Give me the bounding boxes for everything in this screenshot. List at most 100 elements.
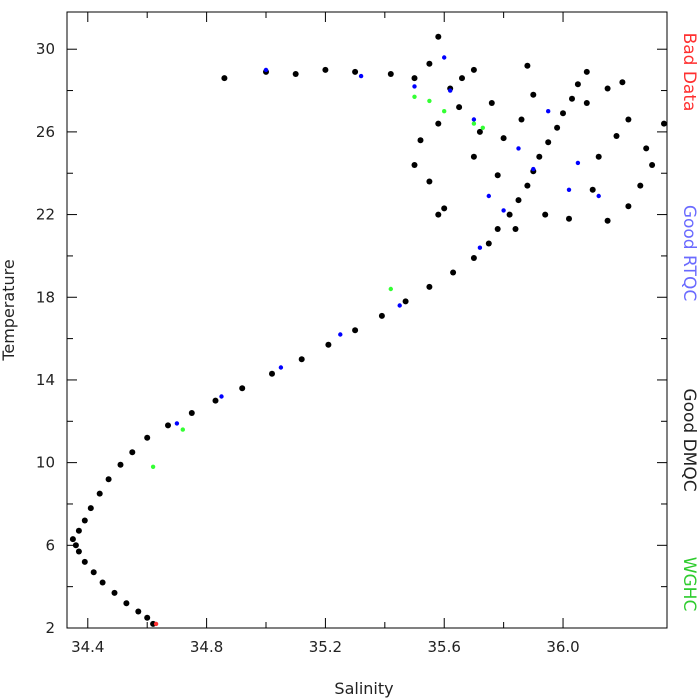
data-point [574, 81, 581, 88]
data-point [545, 139, 552, 146]
data-point [435, 33, 442, 40]
y-tick-label: 26 [36, 123, 55, 141]
data-point [188, 410, 195, 416]
data-point [174, 421, 180, 426]
y-tick-label: 10 [36, 454, 55, 472]
x-axis-title: Salinity [334, 679, 393, 698]
data-point [494, 172, 501, 179]
data-point [575, 160, 581, 166]
y-tick-label: 30 [36, 40, 55, 58]
data-point [427, 98, 432, 104]
data-point [129, 449, 136, 456]
data-point [589, 186, 596, 193]
legend-label: Good DMQC [679, 388, 699, 491]
data-point [488, 100, 495, 106]
data-point [411, 75, 418, 82]
data-point [566, 187, 572, 192]
data-point [512, 226, 519, 232]
data-point [470, 255, 477, 261]
y-tick-label: 2 [45, 619, 55, 637]
data-point [566, 215, 572, 222]
legend-label: WGHC [679, 557, 699, 612]
data-point [135, 608, 142, 615]
data-point [485, 240, 492, 247]
data-point [144, 614, 151, 621]
data-point [111, 589, 118, 596]
data-point [81, 558, 88, 565]
data-point [352, 68, 359, 75]
data-point [402, 298, 409, 305]
data-point [542, 211, 549, 218]
data-point [441, 205, 448, 212]
data-point [75, 548, 82, 555]
data-point [435, 120, 442, 127]
data-point [292, 71, 299, 77]
data-point [426, 178, 433, 185]
data-point [470, 153, 477, 160]
data-point [604, 217, 611, 224]
data-point [506, 211, 513, 218]
data-point [435, 211, 442, 218]
data-point [530, 91, 537, 98]
data-point [322, 66, 329, 73]
data-point [583, 68, 590, 75]
data-point [442, 55, 447, 60]
data-point [426, 60, 433, 67]
data-point [569, 95, 575, 102]
data-point [105, 476, 112, 483]
plot-frame [66, 11, 668, 629]
data-point [298, 356, 305, 363]
y-tick-label: 18 [36, 288, 55, 306]
data-point [144, 434, 151, 441]
data-point [518, 116, 525, 123]
data-point [117, 461, 124, 468]
data-point [81, 517, 88, 524]
data-point [637, 182, 644, 189]
data-point [426, 283, 433, 290]
data-point [411, 162, 418, 168]
data-point [123, 600, 130, 607]
x-tick-label: 35.2 [309, 638, 342, 656]
data-point [263, 67, 269, 73]
data-point [501, 208, 506, 213]
data-point [486, 193, 491, 199]
data-point [99, 579, 106, 586]
data-point [596, 193, 601, 199]
data-point [524, 182, 531, 189]
data-point [150, 464, 156, 469]
data-point [583, 100, 590, 106]
data-point [470, 66, 477, 73]
data-point [471, 121, 477, 126]
x-tick-label: 35.6 [428, 638, 461, 656]
data-point [560, 110, 566, 117]
data-point [221, 75, 228, 82]
data-point [554, 124, 561, 131]
data-point [471, 117, 477, 122]
data-point [397, 303, 402, 308]
data-point [412, 84, 417, 89]
data-point [442, 109, 447, 114]
y-tick-label: 22 [36, 206, 55, 224]
data-points [69, 33, 667, 627]
x-tick-label: 34.4 [71, 638, 104, 656]
data-point [604, 85, 611, 92]
data-point [239, 385, 246, 392]
data-point [516, 146, 521, 151]
data-point [358, 73, 364, 79]
data-point [536, 153, 543, 160]
data-point [417, 137, 424, 144]
data-point [325, 341, 332, 348]
data-point [524, 62, 531, 69]
data-point [595, 153, 602, 160]
y-axis-title: Temperature [0, 259, 18, 361]
data-point [515, 197, 522, 204]
data-point [212, 397, 219, 404]
data-point [180, 427, 185, 432]
data-point [352, 327, 359, 334]
data-point [69, 536, 76, 543]
data-point [494, 226, 501, 232]
data-point [476, 128, 483, 135]
data-point [165, 422, 171, 429]
